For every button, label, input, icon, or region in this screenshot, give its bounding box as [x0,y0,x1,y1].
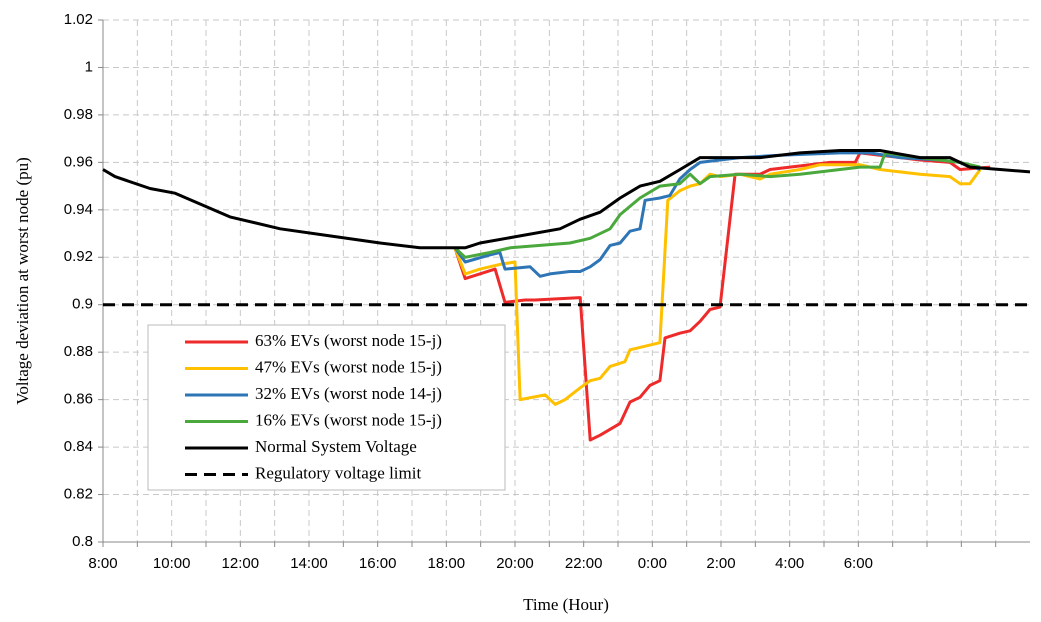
legend-box [147,324,506,491]
x-axis-title: Time (Hour) [523,595,609,614]
series-line [102,149,1031,250]
y-tick-label: 0.88 [64,343,93,360]
legend-label: 47% EVs (worst node 15-j) [255,357,442,376]
x-tick-label: 14:00 [290,555,328,572]
series-line [453,151,981,259]
legend-label: Normal System Voltage [255,437,417,456]
series-line [453,163,982,406]
y-tick-label: 0.96 [64,153,93,170]
x-tick-label: 12:00 [222,555,260,572]
x-tick-label: 4:00 [775,555,804,572]
series-line [453,151,981,278]
y-axis-title: Voltage deviation at worst node (pu) [13,157,32,405]
x-tick-label: 10:00 [153,555,191,572]
x-tick-label: 22:00 [565,555,603,572]
y-tick-label: 0.82 [64,486,93,503]
x-tick-label: 8:00 [88,555,117,572]
legend: 63% EVs (worst node 15-j) 47% EVs (worst … [147,324,506,491]
legend-label: Regulatory voltage limit [255,463,421,482]
x-tick-label: 6:00 [844,555,873,572]
legend-label: 32% EVs (worst node 14-j) [255,384,442,403]
y-tick-label: 0.8 [72,533,93,550]
x-tick-label: 18:00 [428,555,466,572]
legend-label: 63% EVs (worst node 15-j) [255,331,442,350]
y-tick-label: 0.86 [64,391,93,408]
series-line [453,151,991,442]
y-tick-label: 0.84 [64,438,93,455]
y-tick-label: 1.02 [64,11,93,28]
y-tick-label: 0.9 [72,296,93,313]
y-tick-label: 0.98 [64,106,93,123]
x-tick-label: 0:00 [638,555,667,572]
y-tick-label: 0.94 [64,201,93,218]
y-tick-label: 1 [85,58,93,75]
legend-label: 16% EVs (worst node 15-j) [255,410,442,429]
x-tick-label: 16:00 [359,555,397,572]
x-tick-label: 2:00 [706,555,735,572]
y-tick-label: 0.92 [64,248,93,265]
x-tick-label: 20:00 [496,555,534,572]
